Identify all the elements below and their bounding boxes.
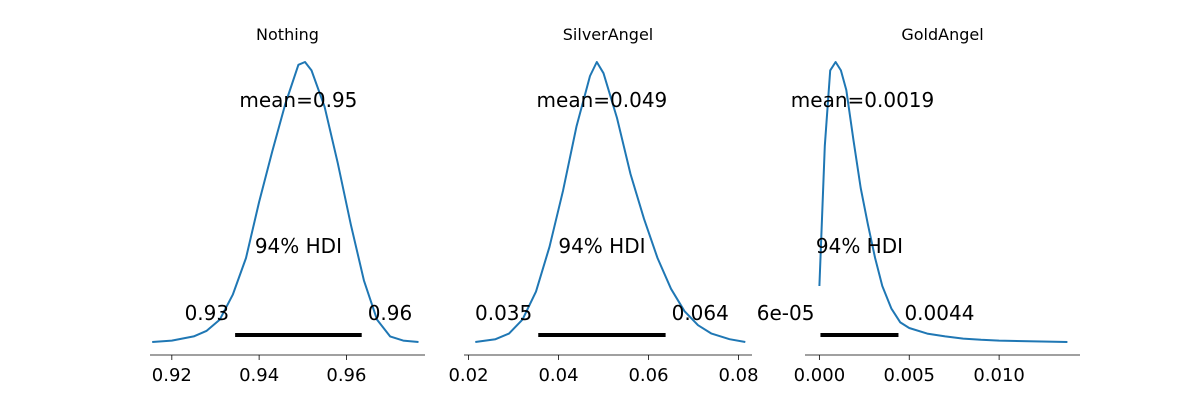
hdi-label: 94% HDI xyxy=(255,234,342,258)
hdi-low-label: 0.93 xyxy=(185,301,230,325)
x-tick-label: 0.005 xyxy=(883,365,935,386)
hdi-high-label: 0.0044 xyxy=(904,301,974,325)
hdi-label: 94% HDI xyxy=(558,234,645,258)
hdi-label: 94% HDI xyxy=(816,234,903,258)
density-line xyxy=(475,61,746,343)
panel-title: Nothing xyxy=(256,25,319,44)
x-tick-label: 0.06 xyxy=(628,365,668,386)
hdi-high-label: 0.96 xyxy=(368,301,413,325)
x-tick-label: 0.04 xyxy=(538,365,578,386)
mean-label: mean=0.95 xyxy=(239,88,357,112)
panel-title: GoldAngel xyxy=(901,25,983,44)
x-tick-label: 0.000 xyxy=(794,365,846,386)
x-tick-label: 0.94 xyxy=(239,365,279,386)
density-line xyxy=(818,61,1068,343)
hdi-high-label: 0.064 xyxy=(672,301,729,325)
x-tick-label: 0.08 xyxy=(718,365,758,386)
density-line xyxy=(152,61,419,343)
panel-3: 0.000 0.005 0.010 GoldAngel mean=0.0019 94% H… xyxy=(757,25,1080,386)
x-tick-label: 0.02 xyxy=(448,365,488,386)
x-tick-label: 0.96 xyxy=(326,365,366,386)
panel-title: SilverAngel xyxy=(563,25,653,44)
x-tick-label: 0.010 xyxy=(973,365,1025,386)
mean-label: mean=0.049 xyxy=(537,88,668,112)
mean-label: mean=0.0019 xyxy=(791,88,934,112)
panel-1: 0.92 0.94 0.96 Nothing mean=0.95 94% HDI 0.93 0… xyxy=(150,25,425,386)
hdi-low-label: 0.035 xyxy=(475,301,532,325)
panel-2: 0.02 0.04 0.06 0.08 SilverAngel mean=0.049 94%… xyxy=(448,25,758,386)
x-tick-label: 0.92 xyxy=(152,365,192,386)
hdi-low-label: 6e-05 xyxy=(757,301,815,325)
